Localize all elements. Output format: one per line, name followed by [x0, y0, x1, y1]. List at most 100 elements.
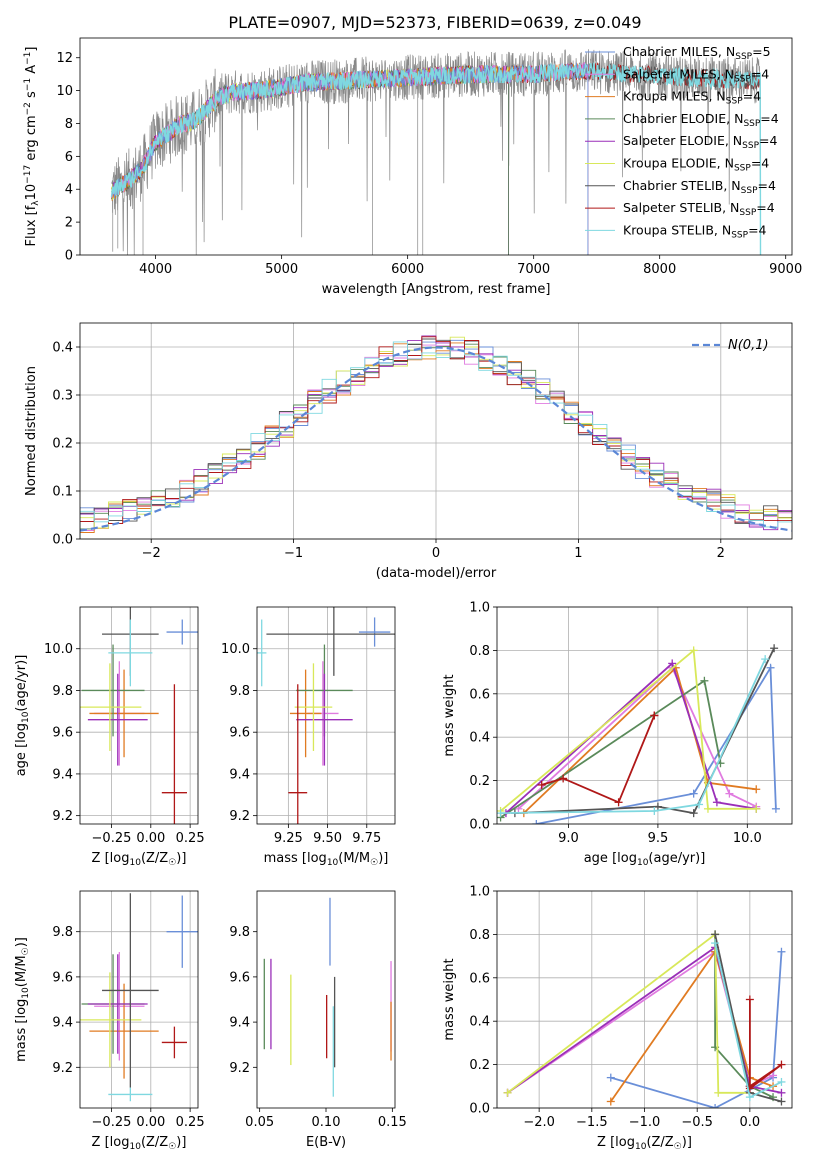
weight_vs_age-xtick-label: 9.0 [558, 831, 579, 846]
weight_vs_age-ytick-label: 0.6 [469, 687, 490, 702]
weight-marker [770, 644, 779, 653]
mass_vs_ebv-plot-area [263, 897, 392, 1097]
weight_vs_age-xtick-label: 10.0 [733, 831, 762, 846]
weight-series-kroupa-stelib [497, 655, 770, 818]
spectrum-ytick-label: 6 [65, 150, 73, 165]
spectrum-xtick-label: 5000 [265, 262, 298, 277]
weight-series-chabrier-miles [532, 663, 780, 824]
age_vs_mass-ytick-label: 9.6 [229, 726, 250, 741]
weight-line [517, 666, 757, 810]
figure-title: PLATE=0907, MJD=52373, FIBERID=0639, z=0… [228, 13, 641, 32]
spectrum-plot-area [110, 49, 762, 255]
spectrum-ytick-label: 0 [65, 249, 73, 264]
mass_vs_Z-ylabel: mass [log10(M/M☉)] [14, 937, 31, 1062]
age_vs_Z-plot-area [80, 607, 198, 824]
weight-line [536, 664, 777, 824]
age_vs_Z-grid [80, 607, 198, 824]
weight_vs_age-xtick-label: 9.5 [648, 831, 669, 846]
weight-marker [777, 1060, 786, 1069]
spectrum-xtick-label: 7000 [517, 262, 550, 277]
spectrum-ytick-label: 12 [56, 51, 73, 66]
weight-marker [700, 676, 709, 685]
errorbar-point-salpeter-stelib [288, 684, 308, 824]
errorbar-point-salpeter-miles [94, 952, 145, 1061]
observed-spectrum-line [111, 49, 761, 255]
legend-label: Chabrier STELIB, NSSP=4 [623, 178, 776, 196]
weight-line [514, 647, 775, 815]
panel-age_vs_mass: 9.25 9.50 9.75 9.2 9.4 9.6 9.8 10.0 mass [log10(… [221, 606, 396, 868]
weight_vs_Z-xlabel: Z [log10(Z/Z☉)] [597, 1135, 692, 1152]
weight_vs_age-ytick-label: 0.4 [469, 731, 490, 746]
spectrum-ytick-label: 2 [65, 216, 73, 231]
weight-marker [650, 806, 659, 815]
weight-marker [777, 1097, 786, 1106]
weight_vs_Z-xtick-label: 0.0 [740, 1115, 761, 1130]
weight-line [523, 666, 757, 814]
weight_vs_age-ytick-label: 0.2 [469, 774, 490, 789]
weight-marker [777, 947, 786, 956]
weight-series-salpeter-elodie [501, 659, 761, 818]
weight-marker [537, 780, 546, 789]
weight-marker [711, 1104, 720, 1108]
weight_vs_age-axes: 9.0 9.5 10.0 0.0 0.2 0.4 0.6 0.8 1.0 age [log10(a… [442, 601, 793, 868]
age_vs_Z-xtick-label: −0.25 [92, 831, 132, 846]
weight-marker [503, 1088, 512, 1097]
errorbar-point-chabrier-miles [166, 895, 198, 968]
legend-label: Salpeter ELODIE, NSSP=4 [623, 133, 778, 151]
residuals-ytick-label: 0.4 [52, 341, 73, 356]
mass_vs_Z-ytick-label: 9.8 [52, 925, 73, 940]
weight-marker [559, 774, 568, 783]
mass_vs_ebv-ytick-label: 9.8 [229, 925, 250, 940]
legend-label: Chabrier MILES, NSSP=5 [623, 44, 771, 62]
weight_vs_age-ytick-label: 0.0 [469, 818, 490, 833]
errorbar-point-kroupa-miles [89, 983, 159, 1079]
weight-marker [752, 785, 761, 794]
age_vs_mass-xtick-label: 9.25 [274, 831, 303, 846]
weight-series-kroupa-miles [606, 947, 778, 1106]
errorbar-point-salpeter-elodie [87, 673, 148, 766]
errorbar-point-salpeter-elodie [296, 673, 353, 766]
mass_vs_Z-xlabel: Z [log10(Z/Z☉)] [92, 1135, 187, 1152]
spectrum-xtick-label: 9000 [769, 262, 802, 277]
mass_vs_Z-frame [79, 890, 199, 1109]
errorbar-point-kroupa-elodie [80, 663, 142, 751]
panel-mass_vs_ebv: 0.05 0.10 0.15 9.2 9.4 9.6 9.8 E(B-V) [229, 890, 407, 1150]
weight-marker [761, 655, 770, 664]
mass_vs_ebv-xtick-label: 0.05 [245, 1115, 274, 1130]
age_vs_mass-plot-area [257, 607, 395, 824]
age_vs_mass-xlabel: mass [log10(M/M☉)] [264, 851, 389, 868]
spectrum-ytick-label: 4 [65, 183, 73, 198]
age_vs_Z-ytick-label: 9.4 [52, 767, 73, 782]
spectrum-ylabel: Flux [fλ10−17 erg cm−2 s−1 A−1] [23, 47, 41, 247]
errorbar-point-kroupa-stelib [108, 1087, 153, 1102]
residuals-legend: N(0,1) [692, 338, 769, 353]
age_vs_mass-axes: 9.25 9.50 9.75 9.2 9.4 9.6 9.8 10.0 mass [log10(… [221, 606, 396, 868]
spectrum-ytick-label: 10 [56, 84, 73, 99]
residuals-ytick-label: 0.2 [52, 437, 73, 452]
errorbar-point-kroupa-miles [289, 669, 322, 758]
weight-marker [745, 995, 754, 1004]
weight_vs_age-frame [496, 606, 793, 825]
weight_vs_Z-ytick-label: 0.4 [469, 1015, 490, 1030]
weight_vs_Z-ytick-label: 1.0 [469, 885, 490, 900]
spectrum-xlabel: wavelength [Angstrom, rest frame] [322, 282, 551, 297]
mass_vs_ebv-axes: 0.05 0.10 0.15 9.2 9.4 9.6 9.8 E(B-V) [229, 890, 407, 1150]
panel-residuals: −2 −1 0 1 2 0.0 0.1 0.2 0.3 0.4 (data-model)/error… [24, 322, 793, 581]
residuals-xtick-label: 2 [717, 546, 725, 561]
errorbar-point-chabrier-miles [166, 619, 198, 645]
weight_vs_Z-xtick-label: −1.5 [576, 1115, 608, 1130]
weight_vs_Z-xtick-label: −2.0 [523, 1115, 555, 1130]
weight-marker [712, 798, 721, 807]
spectrum-frame [79, 37, 793, 256]
weight-series-salpeter-miles [503, 947, 778, 1097]
weight-marker [614, 798, 623, 807]
age_vs_Z-ytick-label: 10.0 [44, 642, 73, 657]
weight_vs_age-ytick-label: 1.0 [469, 601, 490, 616]
errorbar-point-salpeter-stelib [161, 684, 187, 824]
errorbar-point-chabrier-stelib [266, 607, 395, 676]
errorbar-point-chabrier-miles [358, 617, 391, 647]
weight-line [505, 661, 757, 814]
legend-label: Salpeter MILES, NSSP=4 [623, 66, 769, 84]
legend-label: N(0,1) [728, 338, 769, 353]
age_vs_mass-frame [256, 606, 396, 825]
